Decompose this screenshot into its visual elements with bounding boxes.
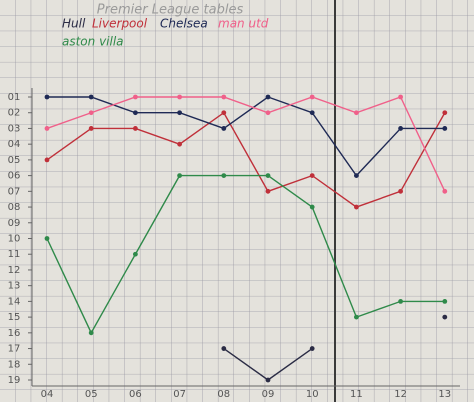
data-point — [133, 126, 138, 131]
legend-label: Chelsea — [160, 17, 208, 31]
y-tick-label: 05 — [8, 155, 21, 166]
data-point — [442, 298, 448, 304]
chart-title: Premier League tables — [97, 3, 244, 18]
legend-label: Hull — [62, 17, 86, 31]
data-point — [398, 298, 403, 304]
data-point — [88, 110, 94, 116]
data-point — [442, 110, 448, 116]
x-tick-label: 04 — [41, 389, 54, 400]
data-point — [133, 94, 138, 100]
legend-label: man utd — [218, 17, 269, 31]
data-point — [265, 94, 271, 100]
y-tick-label: 08 — [8, 202, 21, 213]
data-point — [221, 126, 227, 131]
data-point — [44, 236, 50, 241]
data-point — [354, 173, 359, 179]
y-tick-label: 09 — [8, 218, 21, 229]
data-point — [221, 94, 227, 100]
data-point — [221, 346, 227, 351]
x-tick-label: 06 — [129, 389, 142, 400]
data-point — [44, 94, 50, 100]
data-point — [133, 110, 138, 116]
legend: Hull Liverpool Chelsea man utd aston villa — [62, 17, 269, 49]
data-point — [265, 110, 271, 116]
data-point — [88, 126, 94, 131]
data-point — [88, 94, 94, 100]
legend-label: aston villa — [62, 35, 124, 49]
y-tick-label: 11 — [8, 249, 21, 260]
data-point — [88, 330, 94, 336]
legend-label: Liverpool — [92, 17, 148, 31]
data-point — [44, 126, 50, 131]
series-line — [46, 111, 446, 208]
data-point — [309, 173, 315, 179]
data-point — [221, 173, 227, 179]
data-point — [309, 110, 315, 116]
data-point — [177, 173, 183, 179]
data-point — [265, 188, 271, 194]
y-tick-label: 12 — [8, 265, 21, 276]
data-point — [398, 94, 403, 100]
data-point — [442, 126, 448, 131]
data-point — [398, 126, 403, 131]
y-tick-label: 16 — [8, 328, 21, 339]
data-point — [265, 377, 271, 383]
data-point — [133, 251, 138, 257]
data-point — [354, 110, 359, 116]
data-point — [309, 94, 315, 100]
data-point — [44, 157, 50, 163]
y-tick-label: 18 — [8, 359, 21, 370]
data-point — [177, 141, 183, 147]
data-point — [442, 314, 448, 320]
y-tick-label: 14 — [8, 296, 21, 307]
x-tick-label: 13 — [438, 389, 451, 400]
y-tick-label: 13 — [8, 281, 21, 292]
series-line — [46, 96, 446, 192]
series-line — [46, 174, 445, 335]
x-tick-label: 09 — [262, 389, 275, 400]
y-tick-label: 17 — [8, 344, 21, 355]
y-tick-label: 06 — [8, 171, 21, 182]
x-tick-label: 08 — [217, 389, 230, 400]
data-point — [354, 204, 359, 210]
x-tick-label: 10 — [306, 389, 319, 400]
data-point — [309, 204, 315, 210]
x-tick-label: 11 — [350, 389, 363, 400]
x-tick-label: 12 — [394, 389, 407, 400]
data-point — [221, 110, 227, 116]
y-tick-label: 19 — [8, 375, 21, 386]
y-tick-label: 03 — [8, 123, 21, 134]
x-tick-label: 07 — [173, 389, 186, 400]
data-point — [177, 94, 183, 100]
data-point — [177, 110, 183, 116]
y-tick-label: 07 — [8, 186, 21, 197]
y-tick-label: 01 — [8, 92, 21, 103]
y-tick-label: 15 — [8, 312, 21, 323]
data-point — [354, 314, 359, 320]
data-point — [309, 346, 315, 351]
data-point — [442, 188, 448, 194]
y-tick-label: 04 — [8, 139, 21, 150]
y-tick-label: 10 — [8, 234, 21, 245]
data-point — [398, 188, 403, 194]
data-point — [265, 173, 271, 179]
x-tick-label: 05 — [85, 389, 98, 400]
y-tick-label: 02 — [8, 108, 21, 119]
